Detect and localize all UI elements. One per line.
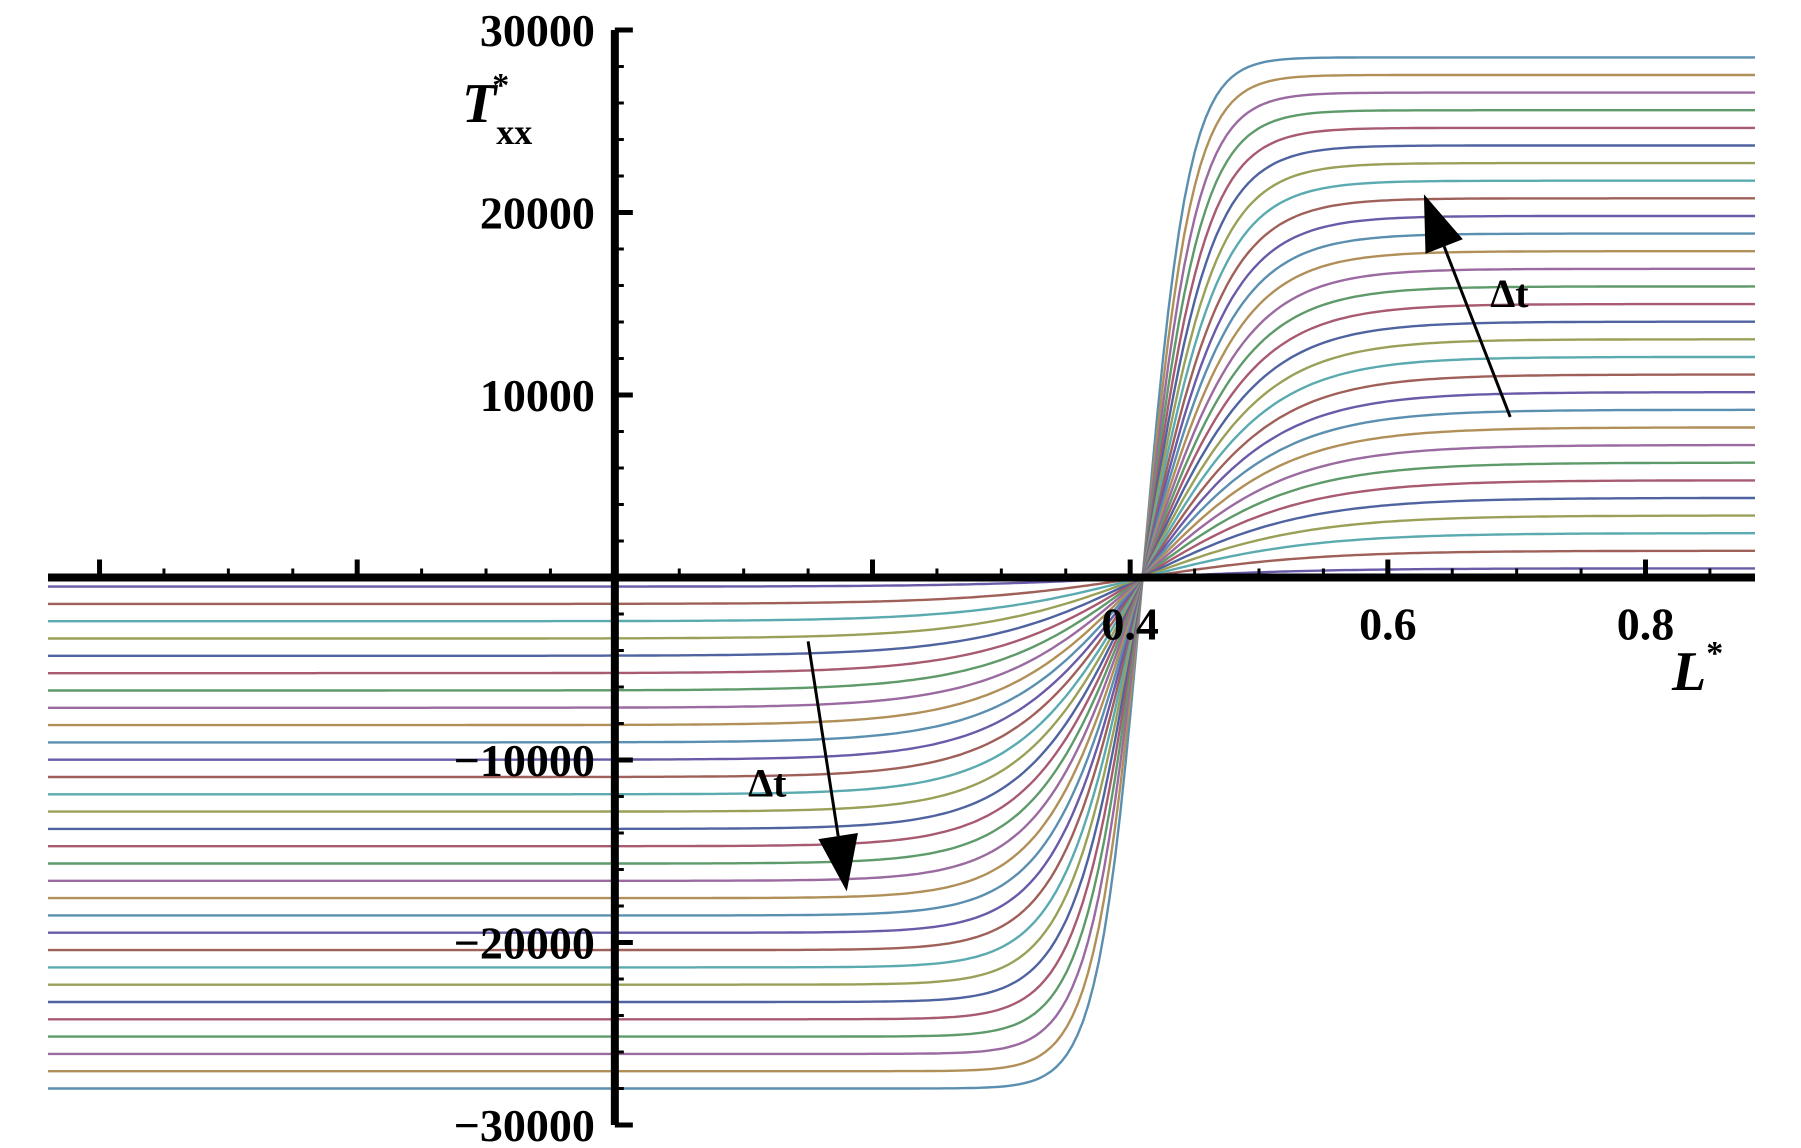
series-line	[48, 56, 1755, 1090]
y-axis-title-superscript: *	[492, 67, 509, 104]
y-tick-label: −10000	[454, 735, 595, 786]
y-tick-label: 20000	[480, 188, 595, 239]
series-line	[48, 214, 1755, 934]
series-line	[48, 426, 1755, 727]
series-line	[48, 514, 1755, 640]
axes: 0.4 0.6 0.8 −30000 −20000 −10000 10000 20000 30…	[48, 5, 1755, 1148]
x-axis-title-main: L	[1671, 641, 1706, 703]
series-line	[48, 567, 1755, 588]
x-axis-title-superscript: *	[1706, 635, 1723, 672]
series-line	[48, 109, 1755, 1038]
annotation-arrow-head	[1423, 194, 1463, 254]
annotation-arrow-head	[818, 833, 858, 892]
series-line	[48, 126, 1755, 1021]
series-line	[48, 73, 1755, 1073]
x-axis-title: L*	[1671, 635, 1723, 703]
x-tick-label: 0.6	[1359, 599, 1417, 650]
series-line	[48, 250, 1755, 900]
series-line	[48, 267, 1755, 882]
annotation-arrow-shaft	[806, 641, 840, 837]
y-tick-label: 30000	[480, 5, 595, 56]
series-line	[48, 408, 1755, 744]
y-axis-title-main: T	[462, 73, 499, 135]
series-line	[48, 285, 1755, 865]
y-axis-title: Txx *	[462, 67, 532, 152]
series-line	[48, 443, 1755, 709]
series-line	[48, 338, 1755, 813]
series-line	[48, 320, 1755, 831]
series-line	[48, 355, 1755, 796]
series-line	[48, 461, 1755, 692]
series-line	[48, 161, 1755, 986]
annotation-label: Δt	[748, 760, 787, 805]
series-line	[48, 232, 1755, 917]
series-line	[48, 549, 1755, 606]
series-line	[48, 479, 1755, 675]
annotation-label: Δt	[1490, 271, 1529, 316]
series-line	[48, 496, 1755, 657]
x-ticks: 0.4 0.6 0.8	[97, 559, 1712, 650]
annotation-arrow-shaft	[1442, 245, 1512, 418]
curve-family	[48, 56, 1755, 1090]
x-tick-label: 0.8	[1617, 599, 1675, 650]
y-tick-label: 10000	[480, 370, 595, 421]
y-axis-title-subscript: xx	[496, 112, 532, 152]
y-ticks: −30000 −20000 −10000 10000 20000 30000	[454, 5, 633, 1148]
annotations: Δt Δt	[748, 194, 1529, 892]
series-line	[48, 144, 1755, 1004]
series-line	[48, 532, 1755, 623]
series-line	[48, 179, 1755, 969]
x-tick-label: 0.4	[1101, 599, 1159, 650]
series-line	[48, 373, 1755, 779]
series-line	[48, 91, 1755, 1056]
y-tick-label: −20000	[454, 918, 595, 969]
series-line	[48, 391, 1755, 761]
series-line	[48, 302, 1755, 848]
y-tick-label: −30000	[454, 1100, 595, 1148]
series-line	[48, 197, 1755, 952]
